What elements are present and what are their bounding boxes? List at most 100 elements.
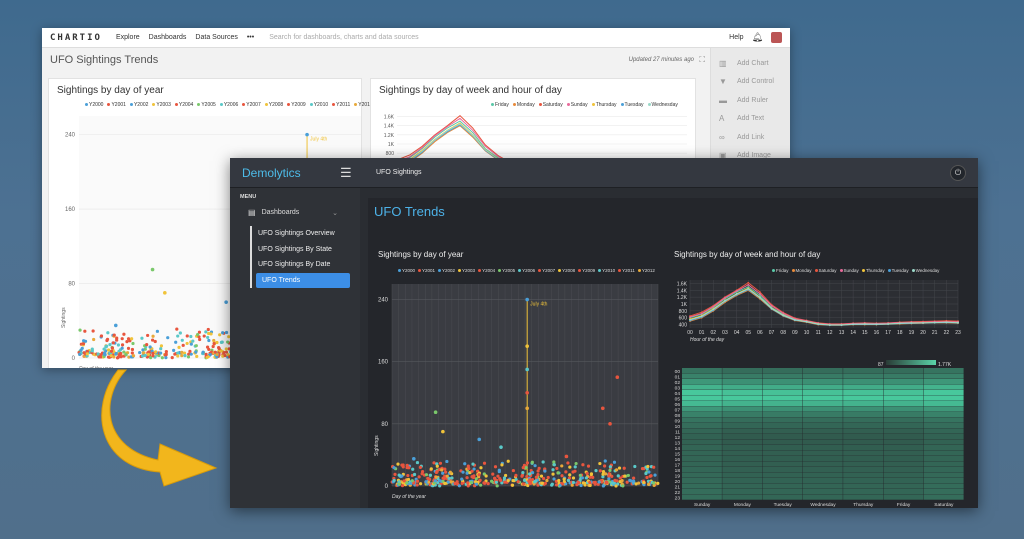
legend-item[interactable]: Y2008 xyxy=(558,268,575,273)
legend-item[interactable]: Y2010 xyxy=(309,102,328,108)
scatter-point xyxy=(631,479,636,483)
legend-item[interactable]: Y2010 xyxy=(598,268,615,273)
legend-item[interactable]: Tuesday xyxy=(887,268,909,273)
panel-title: Sightings by day of year xyxy=(57,85,164,96)
scatter-point xyxy=(109,349,114,353)
legend-item[interactable]: Y2000 xyxy=(398,268,415,273)
heatmap-cell xyxy=(883,384,924,390)
scatter-point xyxy=(495,484,499,488)
subnav-item-by-state[interactable]: UFO Sightings By State xyxy=(258,245,332,253)
legend-item[interactable]: Sunday xyxy=(566,102,588,108)
legend-item[interactable]: Friday xyxy=(772,268,789,273)
legend-item[interactable]: Y2000 xyxy=(85,102,103,108)
legend-item[interactable]: Y2004 xyxy=(174,102,193,108)
legend-item[interactable]: Y2012 xyxy=(637,268,655,273)
logout-icon[interactable]: ⏻ xyxy=(950,164,966,181)
heatmap-cell xyxy=(923,483,964,489)
sidebar-item-dashboards[interactable]: ▤ Dashboards ⌄ xyxy=(230,200,360,217)
legend-item[interactable]: Y2003 xyxy=(152,102,171,108)
legend-item[interactable]: Thursday xyxy=(861,268,885,273)
scatter-point xyxy=(201,350,205,354)
scatter-point xyxy=(146,352,151,357)
more-icon[interactable]: ••• xyxy=(246,34,255,41)
legend-item[interactable]: Y2007 xyxy=(242,102,261,108)
scatter-point xyxy=(186,355,191,359)
legend-item[interactable]: Y2008 xyxy=(264,102,283,108)
search-input[interactable]: Search for dashboards, charts and data s… xyxy=(269,34,419,41)
legend-item[interactable]: Wednesday xyxy=(647,102,678,108)
heatmap-cell xyxy=(722,478,763,484)
bell-icon[interactable]: 🔔︎ xyxy=(751,32,763,42)
legend-item[interactable]: Y2004 xyxy=(478,268,495,273)
scatter-point xyxy=(472,467,476,471)
add-chart-button[interactable]: ▥ Add Chart xyxy=(711,54,790,73)
nav-data-sources[interactable]: Data Sources xyxy=(195,34,238,41)
scatter-point xyxy=(610,481,614,485)
legend-item[interactable]: Y2006 xyxy=(518,268,535,273)
help-link[interactable]: Help xyxy=(729,34,744,41)
heatmap-cell xyxy=(762,423,803,429)
legend-swatch xyxy=(861,269,865,272)
add-control-button[interactable]: ▼ Add Control xyxy=(711,73,790,92)
scatter-point xyxy=(521,465,525,470)
hamburger-menu-icon[interactable]: ☰ xyxy=(340,164,352,180)
chevron-down-icon[interactable]: ⌄ xyxy=(332,209,338,217)
legend-item[interactable]: Y2002 xyxy=(438,268,455,273)
legend-item[interactable]: Monday xyxy=(512,102,535,108)
legend-swatch xyxy=(174,103,178,106)
legend-item[interactable]: Saturday xyxy=(538,102,563,108)
subnav-item-overview[interactable]: UFO Sightings Overview xyxy=(258,230,335,237)
heatmap-cell xyxy=(682,489,722,495)
fullscreen-icon[interactable]: ⛶ xyxy=(699,55,705,64)
heatmap-cell xyxy=(722,412,763,418)
legend-item[interactable]: Saturday xyxy=(814,268,837,273)
heatmap-cell xyxy=(762,417,803,423)
heatmap-cell xyxy=(682,478,722,484)
scatter-point xyxy=(157,353,161,358)
legend-item[interactable]: Wednesday xyxy=(911,268,939,273)
subnav-item-by-date[interactable]: UFO Sightings By Date xyxy=(258,261,331,268)
legend-item[interactable]: Tuesday xyxy=(620,102,644,108)
scatter-point xyxy=(392,478,396,483)
legend-item[interactable]: Y2003 xyxy=(458,268,475,273)
scatter-point xyxy=(194,350,198,354)
legend-item[interactable]: Y2001 xyxy=(107,102,126,108)
demolytics-logo[interactable]: Demolytics xyxy=(242,165,301,180)
legend-item[interactable]: Y2011 xyxy=(618,268,635,273)
scatter-point xyxy=(175,327,179,331)
subnav-item-ufo-trends[interactable]: UFO Trends xyxy=(256,272,350,288)
scatter-point xyxy=(396,462,400,466)
scatter-point xyxy=(407,466,411,470)
heatmap-cell xyxy=(682,428,722,434)
legend-item[interactable]: Y2001 xyxy=(418,268,435,273)
scatter-point xyxy=(479,466,483,470)
heatmap-cell xyxy=(682,461,722,467)
add-text-button[interactable]: A Add Text xyxy=(711,110,790,129)
scatter-point xyxy=(574,461,578,466)
legend-item[interactable]: Y2009 xyxy=(578,268,595,273)
legend-item[interactable]: Sunday xyxy=(839,268,859,273)
nav-dashboards[interactable]: Dashboards xyxy=(148,34,187,41)
legend-item[interactable]: Y2007 xyxy=(538,268,555,273)
legend-item[interactable]: Friday xyxy=(491,102,509,108)
avatar[interactable] xyxy=(771,32,782,43)
legend-item[interactable]: Thursday xyxy=(591,102,617,108)
heatmap-cell xyxy=(843,368,884,374)
legend-item[interactable]: Y2012 xyxy=(354,102,373,108)
legend-item[interactable]: Y2009 xyxy=(287,102,306,108)
heatmap-cell xyxy=(802,439,843,445)
scatter-point xyxy=(126,337,131,341)
legend-item[interactable]: Y2011 xyxy=(332,102,350,108)
legend-item[interactable]: Y2005 xyxy=(498,268,515,273)
legend-item[interactable]: Y2006 xyxy=(219,102,238,108)
add-ruler-button[interactable]: ▬ Add Ruler xyxy=(711,91,790,110)
legend-item[interactable]: Y2002 xyxy=(129,102,148,108)
add-link-button[interactable]: ∞ Add Link xyxy=(711,128,790,147)
legend-item[interactable]: Y2005 xyxy=(197,102,216,108)
add-image-button[interactable]: ▣ Add Image xyxy=(711,147,790,166)
scatter-point xyxy=(434,475,438,479)
nav-explore[interactable]: Explore xyxy=(115,34,140,41)
legend-item[interactable]: Monday xyxy=(791,268,812,273)
scatter-point xyxy=(521,470,525,475)
heatmap-cell xyxy=(843,379,884,385)
